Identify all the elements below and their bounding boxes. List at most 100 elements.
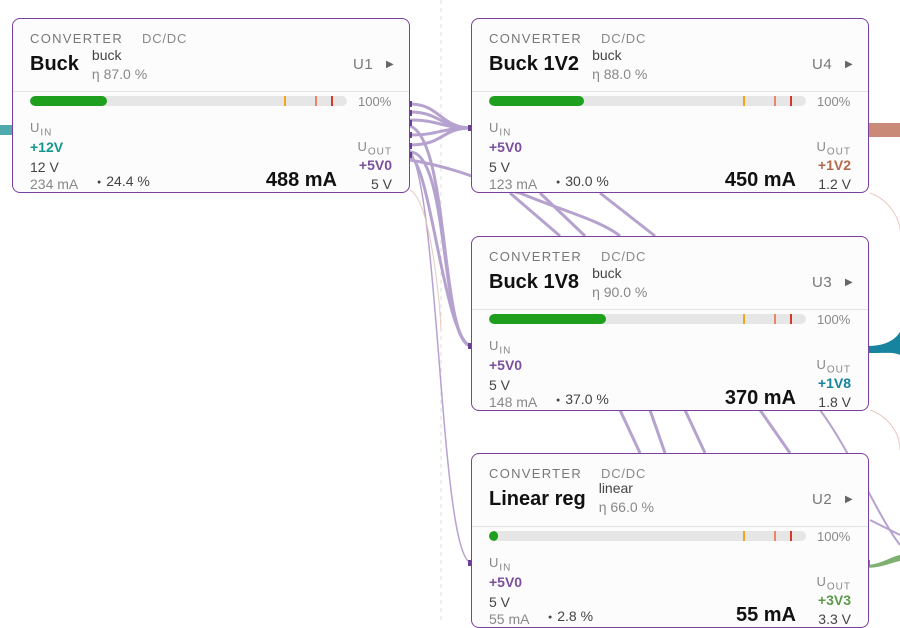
u-sub: OUT	[367, 146, 392, 158]
converter-name: Buck	[30, 53, 79, 75]
output-net: +5V0	[358, 157, 392, 173]
reference: U4	[812, 56, 833, 73]
share-label: 2.8 %	[557, 608, 594, 624]
u-sub: IN	[40, 127, 53, 139]
share: ● 2.8 %	[548, 608, 593, 624]
separator	[13, 91, 409, 92]
u-base: U	[489, 338, 500, 353]
u-out-label: UOUT	[817, 139, 852, 158]
connections	[409, 102, 900, 564]
expand-arrow[interactable]: ▶	[845, 277, 853, 288]
threshold-mark	[742, 531, 745, 541]
u-base: U	[816, 139, 827, 154]
input-net: +5V0	[489, 139, 523, 155]
input-net: +12V	[30, 139, 64, 155]
output-current: 450 mA	[724, 169, 796, 191]
separator	[472, 526, 868, 527]
converter-card[interactable]: CONVERTER DC/DC Buck 1V8 buck η 90.0 % U3 ▶ 100…	[471, 236, 869, 411]
u-sub: IN	[499, 562, 512, 574]
kind: linear	[598, 480, 633, 496]
scale-max: 100%	[358, 94, 392, 109]
load-bar	[489, 531, 806, 541]
threshold-mark	[742, 314, 745, 324]
category: CONVERTER	[489, 249, 583, 264]
load-fill	[489, 96, 585, 106]
converter-card[interactable]: CONVERTER DC/DC Buck 1V2 buck η 88.0 % U4 ▶ 100…	[471, 18, 869, 193]
bullet: ●	[548, 613, 553, 621]
converter-card[interactable]: CONVERTER DC/DC Linear reg linear η 66.0 % U2…	[471, 453, 869, 628]
input-current: 55 mA	[489, 611, 530, 627]
u-base: U	[357, 139, 368, 154]
input-voltage: 5 V	[489, 594, 511, 610]
u-in-label: UIN	[30, 120, 52, 139]
threshold-mark	[774, 531, 777, 541]
threshold-mark	[283, 96, 286, 106]
share-label: 30.0 %	[565, 173, 609, 189]
input-current: 123 mA	[489, 176, 538, 192]
reference: U2	[812, 491, 833, 508]
threshold-mark	[790, 531, 793, 541]
converter-name: Buck 1V2	[489, 53, 580, 75]
output-net: +1V2	[817, 157, 851, 173]
converter-name: Buck 1V8	[489, 271, 580, 293]
u-in-label: UIN	[489, 338, 511, 357]
output-stub	[868, 332, 900, 355]
output-voltage: 1.8 V	[818, 394, 851, 410]
u-in-label: UIN	[489, 555, 511, 574]
input-net: +5V0	[489, 357, 523, 373]
output-voltage: 1.2 V	[818, 176, 851, 192]
share-label: 37.0 %	[565, 391, 609, 407]
u-base: U	[489, 555, 500, 570]
output-net: +3V3	[817, 592, 851, 608]
u-base: U	[489, 120, 500, 135]
efficiency: η 87.0 %	[91, 66, 148, 82]
scale-max: 100%	[817, 94, 851, 109]
input-voltage: 12 V	[30, 159, 59, 175]
u-out-label: UOUT	[358, 139, 393, 158]
separator	[472, 91, 868, 92]
input-voltage: 5 V	[489, 377, 511, 393]
u-base: U	[816, 574, 827, 589]
threshold-mark	[774, 314, 777, 324]
scale-max: 100%	[817, 529, 851, 544]
output-current: 55 mA	[735, 604, 796, 626]
threshold-mark	[315, 96, 318, 106]
input-voltage: 5 V	[489, 159, 511, 175]
output-current: 370 mA	[724, 387, 796, 409]
output-voltage: 5 V	[370, 176, 392, 192]
output-stub	[866, 123, 900, 137]
u-in-label: UIN	[489, 120, 511, 139]
threshold-mark	[790, 96, 793, 106]
expand-arrow[interactable]: ▶	[386, 59, 394, 70]
subtype: DC/DC	[601, 31, 647, 46]
u-sub: OUT	[826, 364, 851, 376]
reference: U1	[353, 56, 374, 73]
expand-arrow[interactable]: ▶	[845, 494, 853, 505]
separator	[472, 309, 868, 310]
threshold-mark	[742, 96, 745, 106]
kind: buck	[592, 265, 622, 281]
converter-card[interactable]: CONVERTER DC/DC Buck buck η 87.0 % U1 ▶ 100% UIN…	[12, 18, 410, 193]
category: CONVERTER	[489, 31, 583, 46]
input-current: 148 mA	[489, 394, 538, 410]
load-fill	[489, 531, 498, 541]
load-bar	[30, 96, 347, 106]
bullet: ●	[556, 178, 561, 186]
input-current: 234 mA	[30, 176, 79, 192]
category: CONVERTER	[30, 31, 124, 46]
threshold-mark	[790, 314, 793, 324]
efficiency: η 66.0 %	[598, 499, 654, 515]
expand-arrow[interactable]: ▶	[845, 59, 853, 70]
u-sub: OUT	[826, 146, 851, 158]
converter-name: Linear reg	[489, 488, 586, 510]
threshold-mark	[331, 96, 334, 106]
u-out-label: UOUT	[817, 357, 852, 376]
input-stub	[0, 125, 16, 135]
subtype: DC/DC	[601, 249, 647, 264]
input-net: +5V0	[489, 574, 523, 590]
u-base: U	[30, 120, 41, 135]
load-bar	[489, 314, 806, 324]
output-stub	[865, 554, 900, 569]
bullet: ●	[556, 396, 561, 404]
